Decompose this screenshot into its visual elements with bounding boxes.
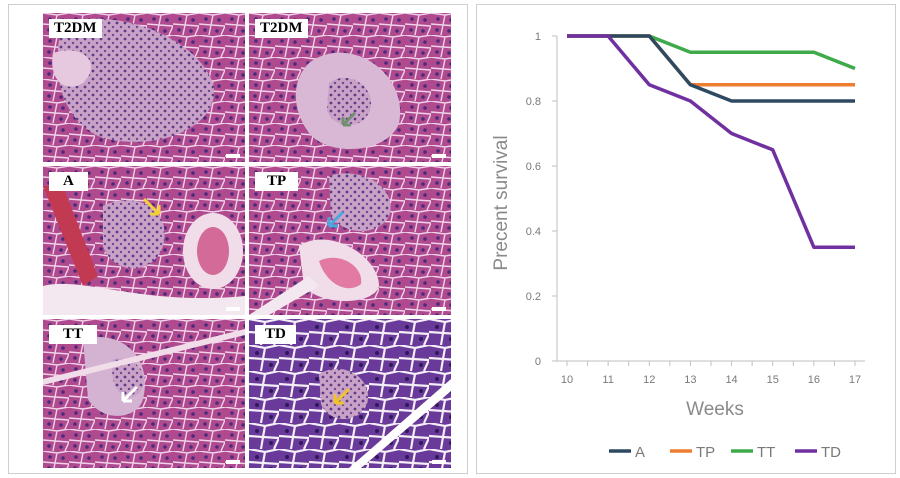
scale-bar — [226, 154, 240, 158]
series-line-td — [567, 34, 855, 250]
x-axis-label: Weeks — [686, 399, 744, 420]
y-tick-label: 0.8 — [526, 96, 541, 108]
micrograph-tt: TT — [43, 319, 245, 468]
legend-label: TT — [757, 444, 775, 461]
y-tick-label: 0.4 — [526, 226, 541, 238]
micrograph-td: TD — [249, 319, 451, 468]
y-tick-label: 0.2 — [526, 291, 541, 303]
x-tick-label: 10 — [561, 374, 573, 386]
arrow-icon — [327, 210, 345, 228]
image-label: TD — [255, 325, 296, 344]
x-axis: 10 11 12 13 14 15 16 17 — [557, 360, 865, 386]
series-lines — [567, 34, 856, 250]
x-tick-label: 14 — [725, 374, 737, 386]
series-line-tp — [567, 34, 855, 87]
micrograph-t2dm-1: T2DM — [43, 13, 245, 162]
arrow-icon — [142, 197, 161, 216]
legend-label: TP — [696, 444, 715, 461]
scale-bar — [432, 307, 446, 311]
series-line-a — [567, 34, 855, 103]
image-label: T2DM — [255, 19, 308, 38]
image-label: T2DM — [49, 19, 102, 38]
arrow-icon — [333, 387, 351, 405]
survival-chart-panel: 0 0.2 0.4 0.6 0.8 1 10 11 12 13 14 15 16 17 Precent … — [476, 4, 896, 474]
micrograph-a: A — [43, 166, 245, 315]
y-tick-label: 0.6 — [526, 161, 541, 173]
y-axis: 0 0.2 0.4 0.6 0.8 1 — [526, 31, 558, 368]
arrow-icon — [121, 385, 139, 403]
scale-bar — [226, 460, 240, 464]
survival-chart: 0 0.2 0.4 0.6 0.8 1 10 11 12 13 14 15 16 17 Precent … — [491, 31, 865, 461]
micrograph-t2dm-2: T2DM — [249, 13, 451, 162]
x-tick-label: 16 — [808, 374, 820, 386]
x-tick-label: 13 — [684, 374, 696, 386]
micrograph-tp: TP — [249, 166, 451, 315]
x-tick-label: 11 — [602, 374, 613, 386]
x-tick-label: 15 — [767, 374, 779, 386]
image-label: A — [49, 172, 88, 191]
image-label: TT — [49, 325, 98, 344]
legend-label: TD — [821, 444, 841, 461]
arrow-icon — [341, 111, 357, 127]
image-label: TP — [255, 172, 299, 191]
scale-bar — [432, 154, 446, 158]
y-tick-label: 0 — [535, 356, 541, 368]
x-tick-label: 17 — [849, 374, 861, 386]
legend-label: A — [635, 444, 645, 461]
x-tick-label: 12 — [643, 374, 655, 386]
y-axis-label: Precent survival — [491, 135, 512, 270]
scale-bar — [432, 460, 446, 464]
scale-bar — [226, 307, 240, 311]
histology-panel: T2DM T2DM A TP TT TD — [8, 4, 468, 474]
legend: A TP TT TD — [609, 444, 841, 461]
y-tick-label: 1 — [535, 31, 541, 43]
